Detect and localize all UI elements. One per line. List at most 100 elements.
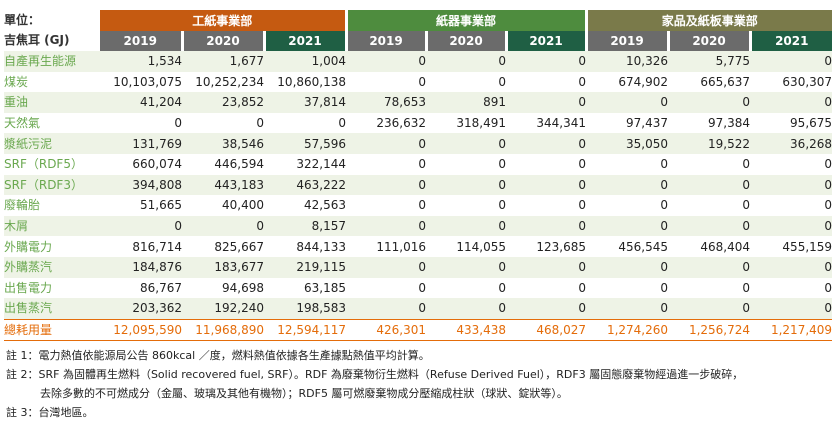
total-cell: 426,301 [346,318,427,342]
table-cell: 0 [668,256,751,278]
year-header: 2019 [346,31,428,51]
table-cell: 0 [660,280,669,295]
table-cell: 97,437 [626,116,669,131]
table-cell: 5,775 [668,51,751,72]
table-cell: 0 [742,198,751,213]
row-label: SRF（RDF5） [4,157,83,172]
table-row: 外購蒸汽 184,876 183,677 219,115 0 0 0 0 0 0 [4,256,833,278]
table-cell: 322,144 [296,157,347,172]
table-row: SRF（RDF5） 660,074 446,594 322,144 0 0 0 0 0 0 [4,154,832,175]
table-cell: 0 [346,51,427,72]
table-cell: 41,204 [100,92,182,113]
table-cell: 0 [750,174,833,196]
unit-label-line-1: 單位： [4,13,41,27]
table-cell: 40,400 [222,198,264,213]
table-cell: 111,016 [376,239,427,254]
table-cell: 0 [346,256,427,278]
table-cell: 446,594 [214,157,264,172]
table-cell: 203,362 [100,298,182,320]
table-cell: 0 [660,157,669,172]
table-cell: 0 [418,74,427,89]
table-row: SRF（RDF3） 394,808 443,183 463,222 0 0 0 0 0 0 [4,174,833,196]
year-header: 2020 [426,31,508,51]
table-cell: 1,004 [264,51,347,72]
table-cell: 0 [506,215,587,237]
table-cell: 0 [506,256,587,278]
table-cell: 0 [578,157,587,172]
table-cell: 0 [506,174,587,196]
table-cell: 344,341 [536,116,587,131]
table-cell: 0 [498,198,507,213]
table-cell: 192,240 [182,298,264,320]
table-cell: 97,384 [708,116,751,131]
year-header: 2021 [264,31,348,51]
row-label: SRF（RDF3） [4,174,100,196]
table-cell: 0 [824,198,833,213]
total-cell: 1,274,260 [586,318,669,342]
table-cell: 0 [506,133,587,154]
table-cell: 0 [668,298,751,320]
table-cell: 0 [750,298,833,320]
table-cell: 455,159 [782,239,833,254]
table-cell: 0 [426,174,507,196]
table-cell: 0 [498,280,507,295]
table-cell: 0 [668,174,751,196]
table-cell: 37,814 [264,92,347,113]
table-cell: 1,677 [182,51,264,72]
table-cell: 0 [660,198,669,213]
table-cell: 35,050 [586,133,669,154]
year-header: 2021 [750,31,833,51]
year-header: 2019 [100,31,184,51]
row-label: 木屑 [4,215,100,237]
total-cell: 12,095,590 [100,318,182,342]
table-cell: 0 [346,298,427,320]
table-cell: 63,185 [304,280,347,295]
table-cell: 0 [426,51,507,72]
table-cell: 0 [742,157,751,172]
table-cell: 0 [750,256,833,278]
table-cell: 0 [824,280,833,295]
table-cell: 95,675 [790,116,833,131]
table-cell: 0 [498,157,507,172]
table-cell: 0 [426,256,507,278]
table-cell: 183,677 [182,256,264,278]
table-cell: 23,852 [182,92,264,113]
year-header: 2019 [586,31,670,51]
energy-table: 單位： 吉焦耳 (GJ) 工紙事業部 紙器事業部 家品及紙板事業部 2019 2… [4,10,833,342]
table-cell: 0 [578,280,587,295]
table-cell: 198,583 [264,298,347,320]
table-cell: 57,596 [264,133,347,154]
table-cell: 318,491 [456,116,507,131]
table-cell: 0 [824,157,833,172]
table-cell: 236,632 [376,116,427,131]
row-label: 重油 [4,92,100,113]
unit-label: 單位： 吉焦耳 (GJ) [4,10,100,51]
table-row: 漿紙污泥 131,769 38,546 57,596 0 0 0 35,050 19,522 36… [4,133,833,154]
table-cell: 0 [426,133,507,154]
table-cell: 816,714 [132,239,182,254]
table-cell: 0 [256,116,264,131]
table-cell: 468,404 [700,239,751,254]
table-cell: 51,665 [140,198,182,213]
year-header: 2021 [506,31,588,51]
table-cell: 42,563 [304,198,347,213]
table-cell: 665,637 [700,74,751,89]
table-cell: 10,326 [586,51,669,72]
table-row: 自產再生能源 1,534 1,677 1,004 0 0 0 10,326 5,775 0 [4,51,833,72]
table-cell: 660,074 [132,157,182,172]
row-label: 出售電力 [4,280,53,295]
total-row: 總耗用量 12,095,590 11,968,890 12,594,117 42… [4,318,833,342]
footnote-2-continued: 去除多數的不可燃成分（金屬、玻璃及其他有機物）；RDF5 屬可燃廢棄物成分壓縮成… [40,387,568,400]
total-cell: 11,968,890 [182,318,264,342]
table-cell: 0 [578,198,587,213]
table-cell: 10,252,234 [195,74,264,89]
table-row: 天然氣 0 0 0 236,632 318,491 344,341 97,437 97,384 9… [4,113,832,134]
row-label: 漿紙污泥 [4,133,100,154]
table-cell: 10,103,075 [113,74,182,89]
table-cell: 0 [346,215,427,237]
year-header: 2020 [668,31,752,51]
table-cell: 0 [346,133,427,154]
table-cell: 38,546 [182,133,264,154]
table-cell: 86,767 [140,280,182,295]
total-label: 總耗用量 [4,318,100,342]
